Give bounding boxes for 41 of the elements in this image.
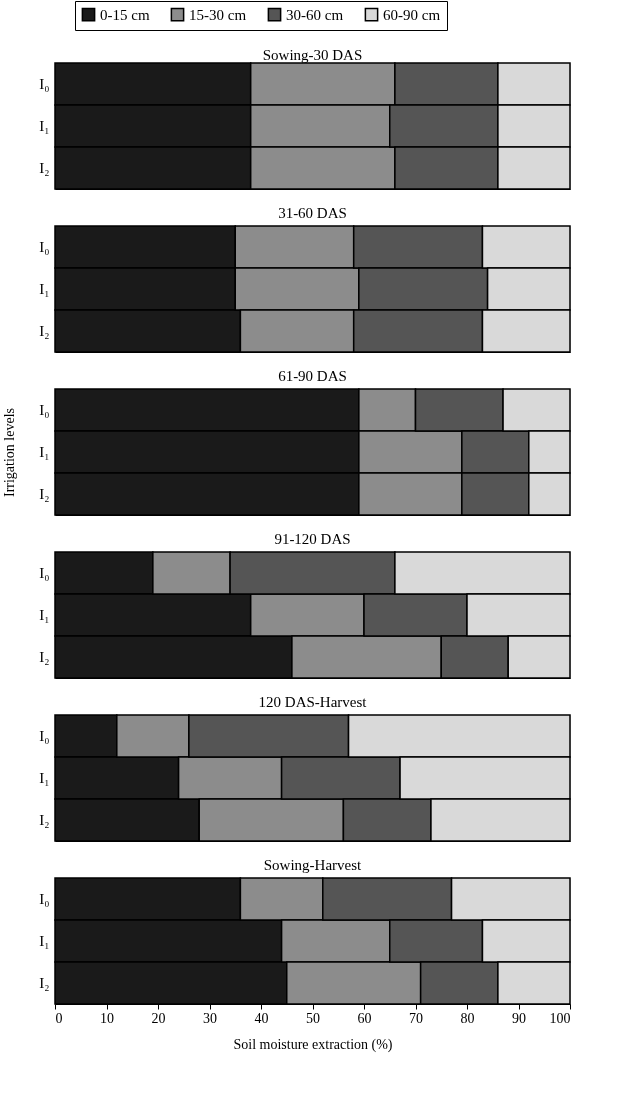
chart-title: 31-60 DAS <box>278 205 347 222</box>
chart-title: 120 DAS-Harvest <box>258 694 368 711</box>
x-tick-label: 30 <box>203 1010 217 1026</box>
chart-title: 61-90 DAS <box>278 368 347 385</box>
y-tick-label: I₂ <box>39 812 50 828</box>
legend-label: 0-15 cm <box>100 6 150 23</box>
y-tick-label: I₂ <box>39 649 50 665</box>
y-axis-title: Irrigation levels <box>2 407 18 498</box>
y-tick-label: I₁ <box>39 770 50 786</box>
legend-label: 30-60 cm <box>286 6 344 23</box>
y-tick-label: I₁ <box>39 281 50 297</box>
x-tick-label: 70 <box>409 1010 423 1026</box>
x-tick-label: 100 <box>549 1010 571 1026</box>
chart-title: Sowing-30 DAS <box>262 46 363 63</box>
x-tick-label: 10 <box>100 1010 114 1026</box>
x-tick-label: 50 <box>306 1010 320 1026</box>
x-tick-label: 20 <box>151 1010 166 1026</box>
y-tick-label: I₂ <box>39 975 50 991</box>
y-tick-label: I₀ <box>39 728 50 744</box>
chart-title: 91-120 DAS <box>274 531 351 548</box>
y-tick-label: I₀ <box>39 565 50 581</box>
y-tick-label: I₂ <box>39 486 50 502</box>
y-tick-label: I₂ <box>39 160 50 176</box>
y-tick-label: I₁ <box>39 933 50 949</box>
y-tick-label: I₀ <box>39 402 50 418</box>
y-tick-label: I₀ <box>39 891 50 907</box>
x-tick-label: 90 <box>512 1010 526 1026</box>
chart-title: Sowing-Harvest <box>263 857 363 874</box>
legend-label: 60-90 cm <box>383 6 441 23</box>
legend-label: 15-30 cm <box>189 6 247 23</box>
y-tick-label: I₁ <box>39 607 50 623</box>
y-tick-label: I₂ <box>39 323 50 339</box>
x-tick-label: 40 <box>254 1010 269 1026</box>
x-tick-label: 80 <box>460 1010 475 1026</box>
y-tick-label: I₀ <box>39 76 50 92</box>
x-tick-label: 0 <box>55 1010 63 1026</box>
y-tick-label: I₁ <box>39 118 50 134</box>
x-axis-title: Soil moisture extraction (%) <box>233 1036 393 1053</box>
y-tick-label: I₁ <box>39 444 50 460</box>
x-tick-label: 60 <box>357 1010 372 1026</box>
y-tick-label: I₀ <box>39 239 50 255</box>
